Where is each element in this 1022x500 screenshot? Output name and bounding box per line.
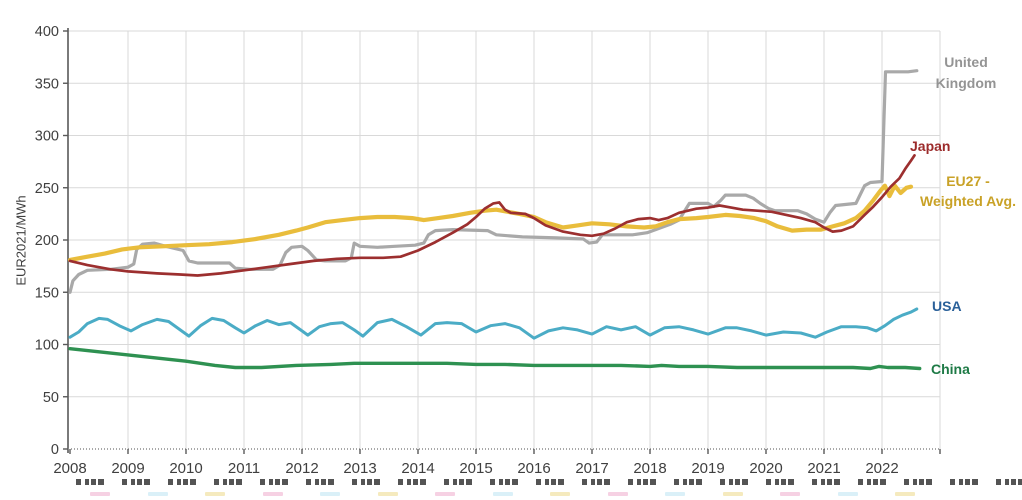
legend-speck — [435, 492, 455, 496]
x-tick-label: 2010 — [169, 460, 202, 477]
legend-speck — [895, 492, 915, 496]
x-tick-label: 2016 — [517, 460, 550, 477]
y-tick-label: 0 — [51, 442, 59, 458]
y-tick-label: 400 — [35, 24, 59, 40]
y-tick-label: 250 — [35, 181, 59, 197]
series-label-line: United — [944, 54, 988, 70]
legend-speck — [780, 492, 800, 496]
x-tick-label: 2014 — [401, 460, 434, 477]
legend-speck — [377, 492, 398, 496]
y-tick-label: 350 — [35, 76, 59, 92]
line-china — [68, 347, 922, 371]
x-tick-label: 2019 — [691, 460, 724, 477]
x-tick-label: 2008 — [53, 460, 86, 477]
legend-speck — [320, 492, 340, 496]
clipped-bottom-text — [76, 479, 1022, 485]
legend-speck — [665, 492, 685, 496]
series-label-united-kingdom: United Kingdom — [926, 52, 1006, 94]
legend-speck — [492, 492, 513, 496]
series-label-eu27-weighted-avg: EU27 - Weighted Avg. — [916, 171, 1020, 211]
series-label-line: USA — [932, 298, 962, 314]
x-tick-label: 2011 — [228, 460, 260, 477]
x-tick-label: 2021 — [807, 460, 840, 477]
clipped-bottom-marks — [0, 492, 1022, 497]
y-tick-label: 300 — [35, 129, 59, 145]
legend-speck — [837, 492, 858, 496]
legend-speck — [205, 492, 225, 496]
x-tick-label: 2018 — [633, 460, 666, 477]
legend-speck — [722, 492, 743, 496]
x-tick-label: 2015 — [459, 460, 492, 477]
series-label-usa: USA — [932, 298, 962, 314]
legend-speck — [147, 492, 168, 496]
legend-speck — [607, 492, 628, 496]
series-label-line: China — [931, 361, 970, 377]
x-tick-label: 2013 — [343, 460, 376, 477]
series-label-line: EU27 - — [946, 173, 990, 189]
x-tick-label: 2017 — [575, 460, 608, 477]
series-label-china: China — [931, 361, 970, 377]
y-tick-label: 200 — [35, 233, 59, 249]
legend-speck — [90, 492, 110, 496]
x-tick-label: 2012 — [285, 460, 318, 477]
line-eu27-weighted-avg — [67, 183, 914, 262]
y-tick-label: 100 — [35, 338, 59, 354]
series-label-line: Kingdom — [935, 75, 997, 91]
line-japan — [68, 154, 916, 277]
y-tick-label: 150 — [35, 285, 59, 301]
x-tick-label: 2022 — [865, 460, 898, 477]
x-tick-label: 2020 — [749, 460, 782, 477]
series-label-japan: Japan — [910, 138, 950, 154]
line-usa — [68, 307, 919, 340]
series-label-line: Weighted Avg. — [920, 193, 1016, 209]
legend-speck — [550, 492, 570, 496]
x-tick-label: 2009 — [111, 460, 144, 477]
y-tick-label: 50 — [43, 390, 59, 406]
series-label-line: Japan — [910, 138, 951, 154]
legend-speck — [262, 492, 283, 496]
y-axis-title: EUR2021/MWh — [13, 195, 29, 286]
line-united-kingdom — [68, 69, 919, 294]
